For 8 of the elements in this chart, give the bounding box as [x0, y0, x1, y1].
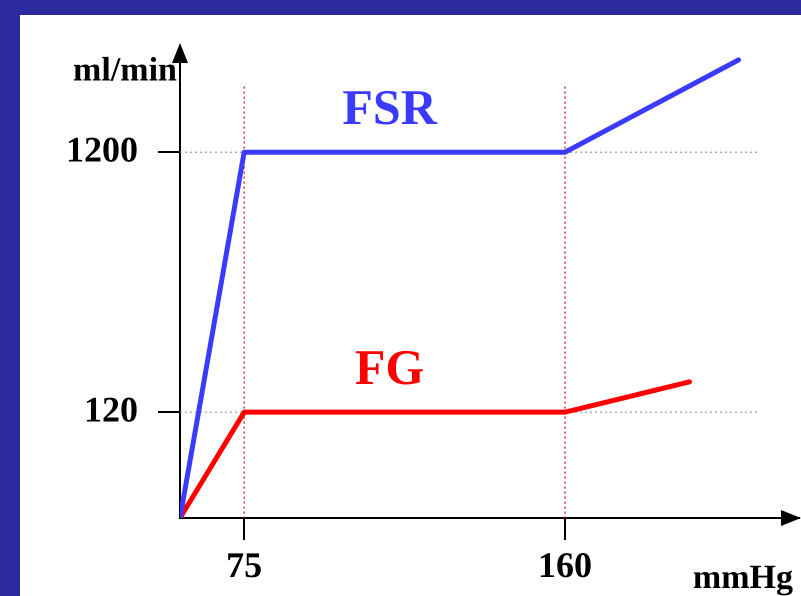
y-tick-label: 120: [84, 389, 138, 430]
series-label: FSR: [342, 79, 438, 136]
x-tick-label: 160: [538, 544, 592, 585]
series-label: FG: [354, 339, 424, 396]
x-axis-title: mmHg: [692, 559, 793, 596]
x-tick-label: 75: [226, 544, 262, 585]
y-tick-label: 1200: [66, 130, 138, 170]
y-axis-title: ml/min: [73, 52, 178, 89]
